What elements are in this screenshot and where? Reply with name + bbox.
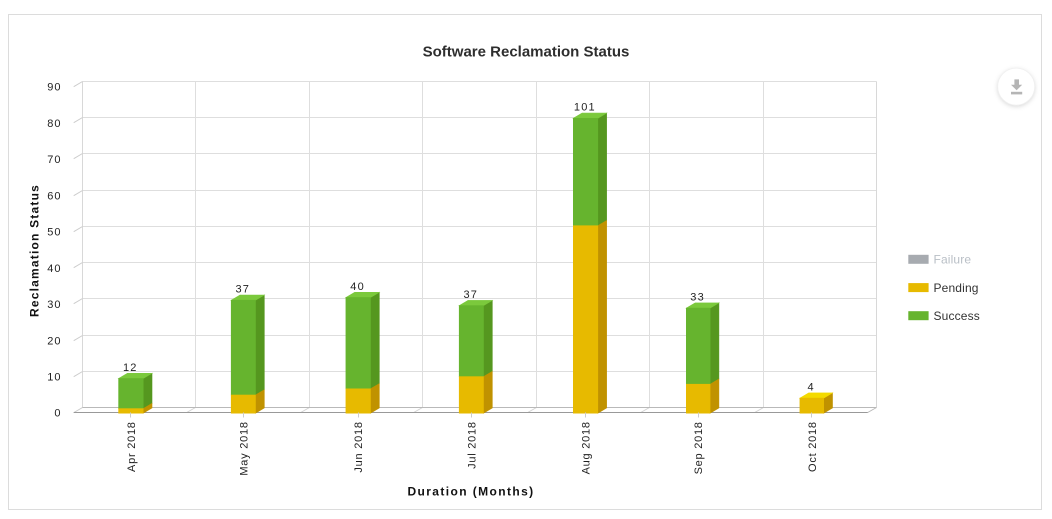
svg-text:12: 12: [123, 362, 138, 374]
svg-text:70: 70: [47, 154, 61, 166]
svg-text:Software Reclamation Status: Software Reclamation Status: [423, 44, 630, 61]
svg-text:10: 10: [47, 372, 61, 384]
svg-text:30: 30: [47, 299, 61, 311]
svg-text:May 2018: May 2018: [238, 421, 250, 475]
svg-text:80: 80: [47, 118, 61, 130]
svg-text:Pending: Pending: [934, 281, 979, 295]
svg-text:Apr 2018: Apr 2018: [126, 421, 138, 472]
svg-text:37: 37: [235, 284, 250, 296]
svg-text:33: 33: [690, 292, 705, 304]
svg-text:Jun 2018: Jun 2018: [353, 421, 365, 472]
svg-text:Success: Success: [934, 309, 980, 323]
svg-text:4: 4: [808, 382, 815, 394]
svg-text:Jul 2018: Jul 2018: [466, 421, 478, 469]
svg-text:Oct 2018: Oct 2018: [807, 421, 819, 472]
svg-text:40: 40: [47, 263, 61, 275]
svg-text:50: 50: [47, 227, 61, 239]
svg-text:20: 20: [47, 335, 61, 347]
svg-text:Sep 2018: Sep 2018: [693, 421, 705, 474]
svg-text:90: 90: [47, 82, 61, 94]
svg-text:Reclamation Status: Reclamation Status: [28, 184, 42, 317]
svg-text:0: 0: [54, 408, 61, 420]
svg-text:Aug 2018: Aug 2018: [581, 421, 593, 474]
svg-text:101: 101: [574, 102, 596, 114]
svg-text:Failure: Failure: [934, 253, 972, 267]
svg-text:60: 60: [47, 190, 61, 202]
svg-text:40: 40: [350, 281, 365, 293]
svg-text:Duration (Months): Duration (Months): [407, 485, 534, 499]
svg-text:37: 37: [463, 289, 478, 301]
